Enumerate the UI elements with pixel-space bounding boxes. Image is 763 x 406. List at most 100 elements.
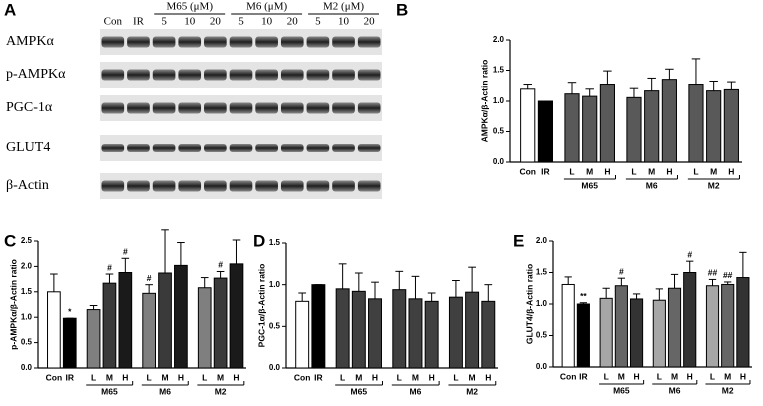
x-tick-label: H [485, 372, 491, 382]
row-label: AMPKα [6, 34, 54, 49]
bar [652, 299, 666, 368]
x-tick-label: L [147, 372, 152, 382]
lane-label: IR [133, 16, 145, 28]
bar [561, 283, 575, 368]
bar [683, 272, 697, 368]
bar [102, 282, 117, 369]
blot-band [332, 180, 355, 192]
group-label: M2 [722, 385, 734, 395]
bar [158, 272, 172, 369]
x-tick-label: M [586, 166, 593, 176]
blot-band [229, 102, 253, 114]
x-tick-label: M [106, 372, 113, 382]
blot-band [306, 69, 330, 81]
bar [197, 287, 212, 369]
blot-band [101, 69, 125, 81]
bar [599, 84, 615, 163]
x-tick-label: L [91, 372, 96, 382]
blot-band [357, 69, 381, 81]
lane-label: 5 [238, 16, 244, 28]
x-tick-label: H [740, 371, 746, 381]
x-tick-label: L [453, 372, 458, 382]
row-label: p-AMPKα [6, 67, 66, 82]
y-tick-label: 1.0 [21, 312, 33, 321]
group-label: M6 [410, 386, 422, 396]
blot-band [229, 69, 253, 81]
blot-band [204, 180, 227, 192]
bar [213, 277, 228, 369]
x-tick-label: L [397, 372, 402, 382]
group-label: M65 [101, 386, 118, 396]
bar [644, 90, 660, 163]
x-tick-label: L [604, 371, 609, 381]
blot-band [152, 102, 176, 114]
blot-band [101, 102, 125, 114]
blot-band [204, 36, 227, 48]
blot-band [178, 36, 202, 48]
x-tick-label: M [355, 372, 362, 382]
bar [142, 292, 156, 369]
x-tick-label: M [469, 372, 476, 382]
x-tick-label: M [710, 166, 717, 176]
x-tick-label: M [724, 371, 731, 381]
blot-band [306, 36, 330, 48]
x-tick-label: Con [46, 372, 63, 382]
y-tick-label: 1.0 [536, 299, 548, 308]
lane-label: 5 [315, 16, 321, 28]
lane-label: Con [104, 16, 123, 28]
y-tick-label: 0.0 [21, 363, 33, 372]
bar [599, 297, 613, 368]
blot-band [204, 144, 227, 152]
blot-band [280, 69, 304, 81]
bar [392, 289, 407, 369]
lane-label: 5 [161, 16, 167, 28]
bar [576, 303, 590, 368]
panel-letter: D [253, 231, 265, 250]
x-tick-label: M [671, 371, 678, 381]
panel-letter: C [4, 231, 16, 250]
bar [408, 298, 423, 369]
x-tick-label: L [569, 166, 574, 176]
bar [47, 291, 61, 369]
bar [723, 88, 739, 163]
y-tick-label: 0.0 [536, 362, 548, 371]
x-tick-label: IR [66, 372, 75, 382]
group-label: M6 [646, 180, 658, 190]
blot-band [255, 102, 278, 114]
y-tick-label: 1.5 [493, 66, 505, 75]
significance-marker: ## [708, 268, 718, 278]
x-tick-label: L [340, 372, 345, 382]
blot-band [178, 180, 202, 192]
bar [537, 100, 554, 163]
y-tick-label: 2.0 [536, 236, 548, 245]
blot-band [127, 144, 150, 152]
y-tick-label: 1.5 [536, 268, 548, 277]
panel-letter: A [4, 0, 16, 19]
blot-band [332, 102, 355, 114]
blot-band [152, 69, 176, 81]
blot-band [332, 36, 355, 48]
y-axis-label: AMPKα/β-Actin ratio [479, 60, 489, 143]
blot-band [152, 144, 176, 152]
y-tick-label: 1.5 [21, 287, 33, 296]
blot-band [178, 144, 202, 152]
x-tick-label: H [604, 166, 610, 176]
lane-label: 10 [261, 16, 273, 28]
bar [614, 285, 628, 368]
x-tick-label: Con [294, 372, 311, 382]
bar [86, 309, 101, 369]
y-tick-label: 2.0 [493, 35, 505, 44]
x-tick-label: L [657, 371, 662, 381]
lane-label: 10 [338, 16, 350, 28]
significance-marker: ** [580, 291, 587, 301]
blot-band [229, 36, 253, 48]
x-tick-label: IR [579, 371, 588, 381]
blot-band [332, 69, 355, 81]
significance-marker: # [687, 249, 692, 259]
blot-band [306, 144, 330, 152]
bar [520, 88, 536, 163]
bar [424, 300, 439, 369]
blot-band [357, 102, 381, 114]
group-label: M2 [708, 180, 720, 190]
blot-band [101, 180, 125, 192]
